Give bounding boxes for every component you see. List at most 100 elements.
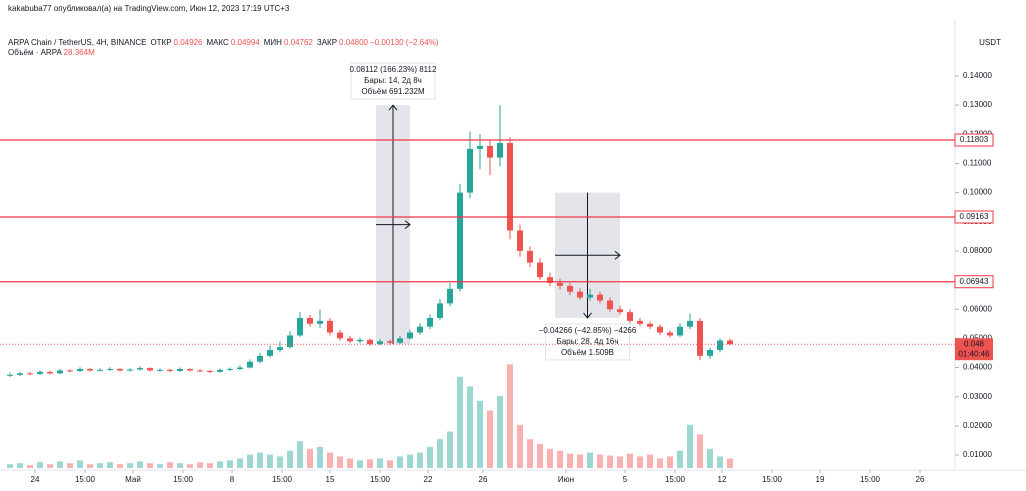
volume-bar (147, 463, 153, 468)
measure-label: Объём 1.509B (561, 348, 614, 357)
price-tag (954, 275, 994, 289)
volume-bar (217, 461, 223, 468)
candle-body (547, 277, 553, 283)
ohlc-label: ЗАКР (317, 38, 337, 47)
volume-bar (267, 454, 273, 468)
candle-body (207, 371, 213, 373)
volume-bar (237, 458, 243, 468)
y-tick-label: 0.04000 (963, 363, 992, 372)
volume-bar (207, 463, 213, 468)
candle-body (97, 369, 103, 371)
price-tag (954, 133, 994, 147)
candle-body (297, 317, 303, 336)
candle-body (147, 368, 153, 371)
y-tick-label: 0.01000 (963, 450, 992, 459)
volume-bar (177, 463, 183, 468)
candle-body (347, 338, 353, 342)
candle-body (317, 320, 323, 324)
volume-bar (397, 456, 403, 468)
volume-bar (657, 458, 663, 468)
candle-body (197, 370, 203, 372)
volume-bar (77, 460, 83, 468)
candle-body (507, 143, 513, 231)
ohlc-value: 0.04994 (231, 38, 260, 47)
symbol-line: ARPA Chain / TetherUS, 4H, BINANCE ОТКР 0.… (8, 38, 439, 47)
x-tick-label: 12 (718, 475, 727, 484)
volume-bar (197, 462, 203, 468)
volume-bar (287, 450, 293, 468)
y-tick-label: 0.05000 (963, 333, 992, 342)
candle-body (27, 373, 33, 375)
volume-bar (667, 456, 673, 468)
measure-label-box (545, 323, 630, 361)
volume-bar (527, 439, 533, 468)
x-tick-label: 15:00 (762, 475, 783, 484)
candle-body (227, 368, 233, 370)
volume-bar (357, 460, 363, 468)
volume-bar (347, 458, 353, 468)
volume-value: 28.364M (64, 48, 95, 57)
candle-body (567, 285, 573, 292)
ohlc-label: МАКС (206, 38, 229, 47)
ohlc-value: −0.00130 (−2.64%) (370, 38, 439, 47)
candle-body (467, 148, 473, 193)
volume-label: Объём · ARPA (8, 48, 62, 57)
y-tick-label: 0.14000 (963, 71, 992, 80)
x-tick-label: Май (125, 475, 141, 484)
volume-bar (47, 464, 53, 468)
volume-bar (7, 464, 13, 468)
candle-body (257, 355, 263, 362)
volume-bar (577, 454, 583, 468)
candle-body (7, 374, 13, 376)
volume-bar (167, 462, 173, 468)
volume-bar (227, 460, 233, 468)
ohlc-value: 0.04762 (284, 38, 313, 47)
candle-body (697, 320, 703, 356)
volume-bar (587, 452, 593, 468)
candle-body (87, 368, 93, 371)
volume-bar (647, 454, 653, 468)
price-tag-label: 0.09163 (960, 212, 989, 221)
candle-body (37, 371, 43, 374)
candle-body (127, 369, 133, 371)
candle-body (657, 326, 663, 333)
candle-body (177, 368, 183, 372)
volume-bar (17, 463, 23, 468)
x-tick-label: 15:00 (665, 475, 686, 484)
candle-body (517, 230, 523, 251)
x-tick-label: 15:00 (860, 475, 881, 484)
candle-body (417, 326, 423, 333)
candle-body (267, 350, 273, 356)
price-tag-label: 0.06943 (960, 277, 989, 286)
x-tick-label: 15:00 (173, 475, 194, 484)
candle-body (307, 317, 313, 324)
volume-bar (27, 465, 33, 468)
candle-body (457, 192, 463, 289)
candle-body (707, 350, 713, 356)
y-tick-label: 0.10000 (963, 188, 992, 197)
measure-label: Объём 691.232M (361, 87, 425, 96)
candle-body (217, 369, 223, 372)
volume-bar (157, 464, 163, 468)
volume-bar (477, 400, 483, 468)
y-tick-label: 0.08000 (963, 246, 992, 255)
volume-bar (87, 464, 93, 468)
candle-body (667, 332, 673, 336)
candle-body (327, 320, 333, 333)
volume-bar (697, 434, 703, 468)
candle-body (287, 335, 293, 348)
ohlc-label: МИН (264, 38, 282, 47)
volume-bar (597, 454, 603, 468)
volume-bar (537, 444, 543, 468)
measure-label: Бары: 14, 2д 8ч (364, 76, 422, 85)
candle-body (237, 367, 243, 369)
x-tick-label: 15:00 (272, 475, 293, 484)
volume-bar (487, 410, 493, 468)
volume-bar (257, 452, 263, 468)
x-tick-label: 15 (326, 475, 335, 484)
y-tick-label: 0.13000 (963, 100, 992, 109)
x-tick-label: 8 (230, 475, 235, 484)
x-tick-label: 19 (816, 475, 825, 484)
candle-body (577, 291, 583, 298)
